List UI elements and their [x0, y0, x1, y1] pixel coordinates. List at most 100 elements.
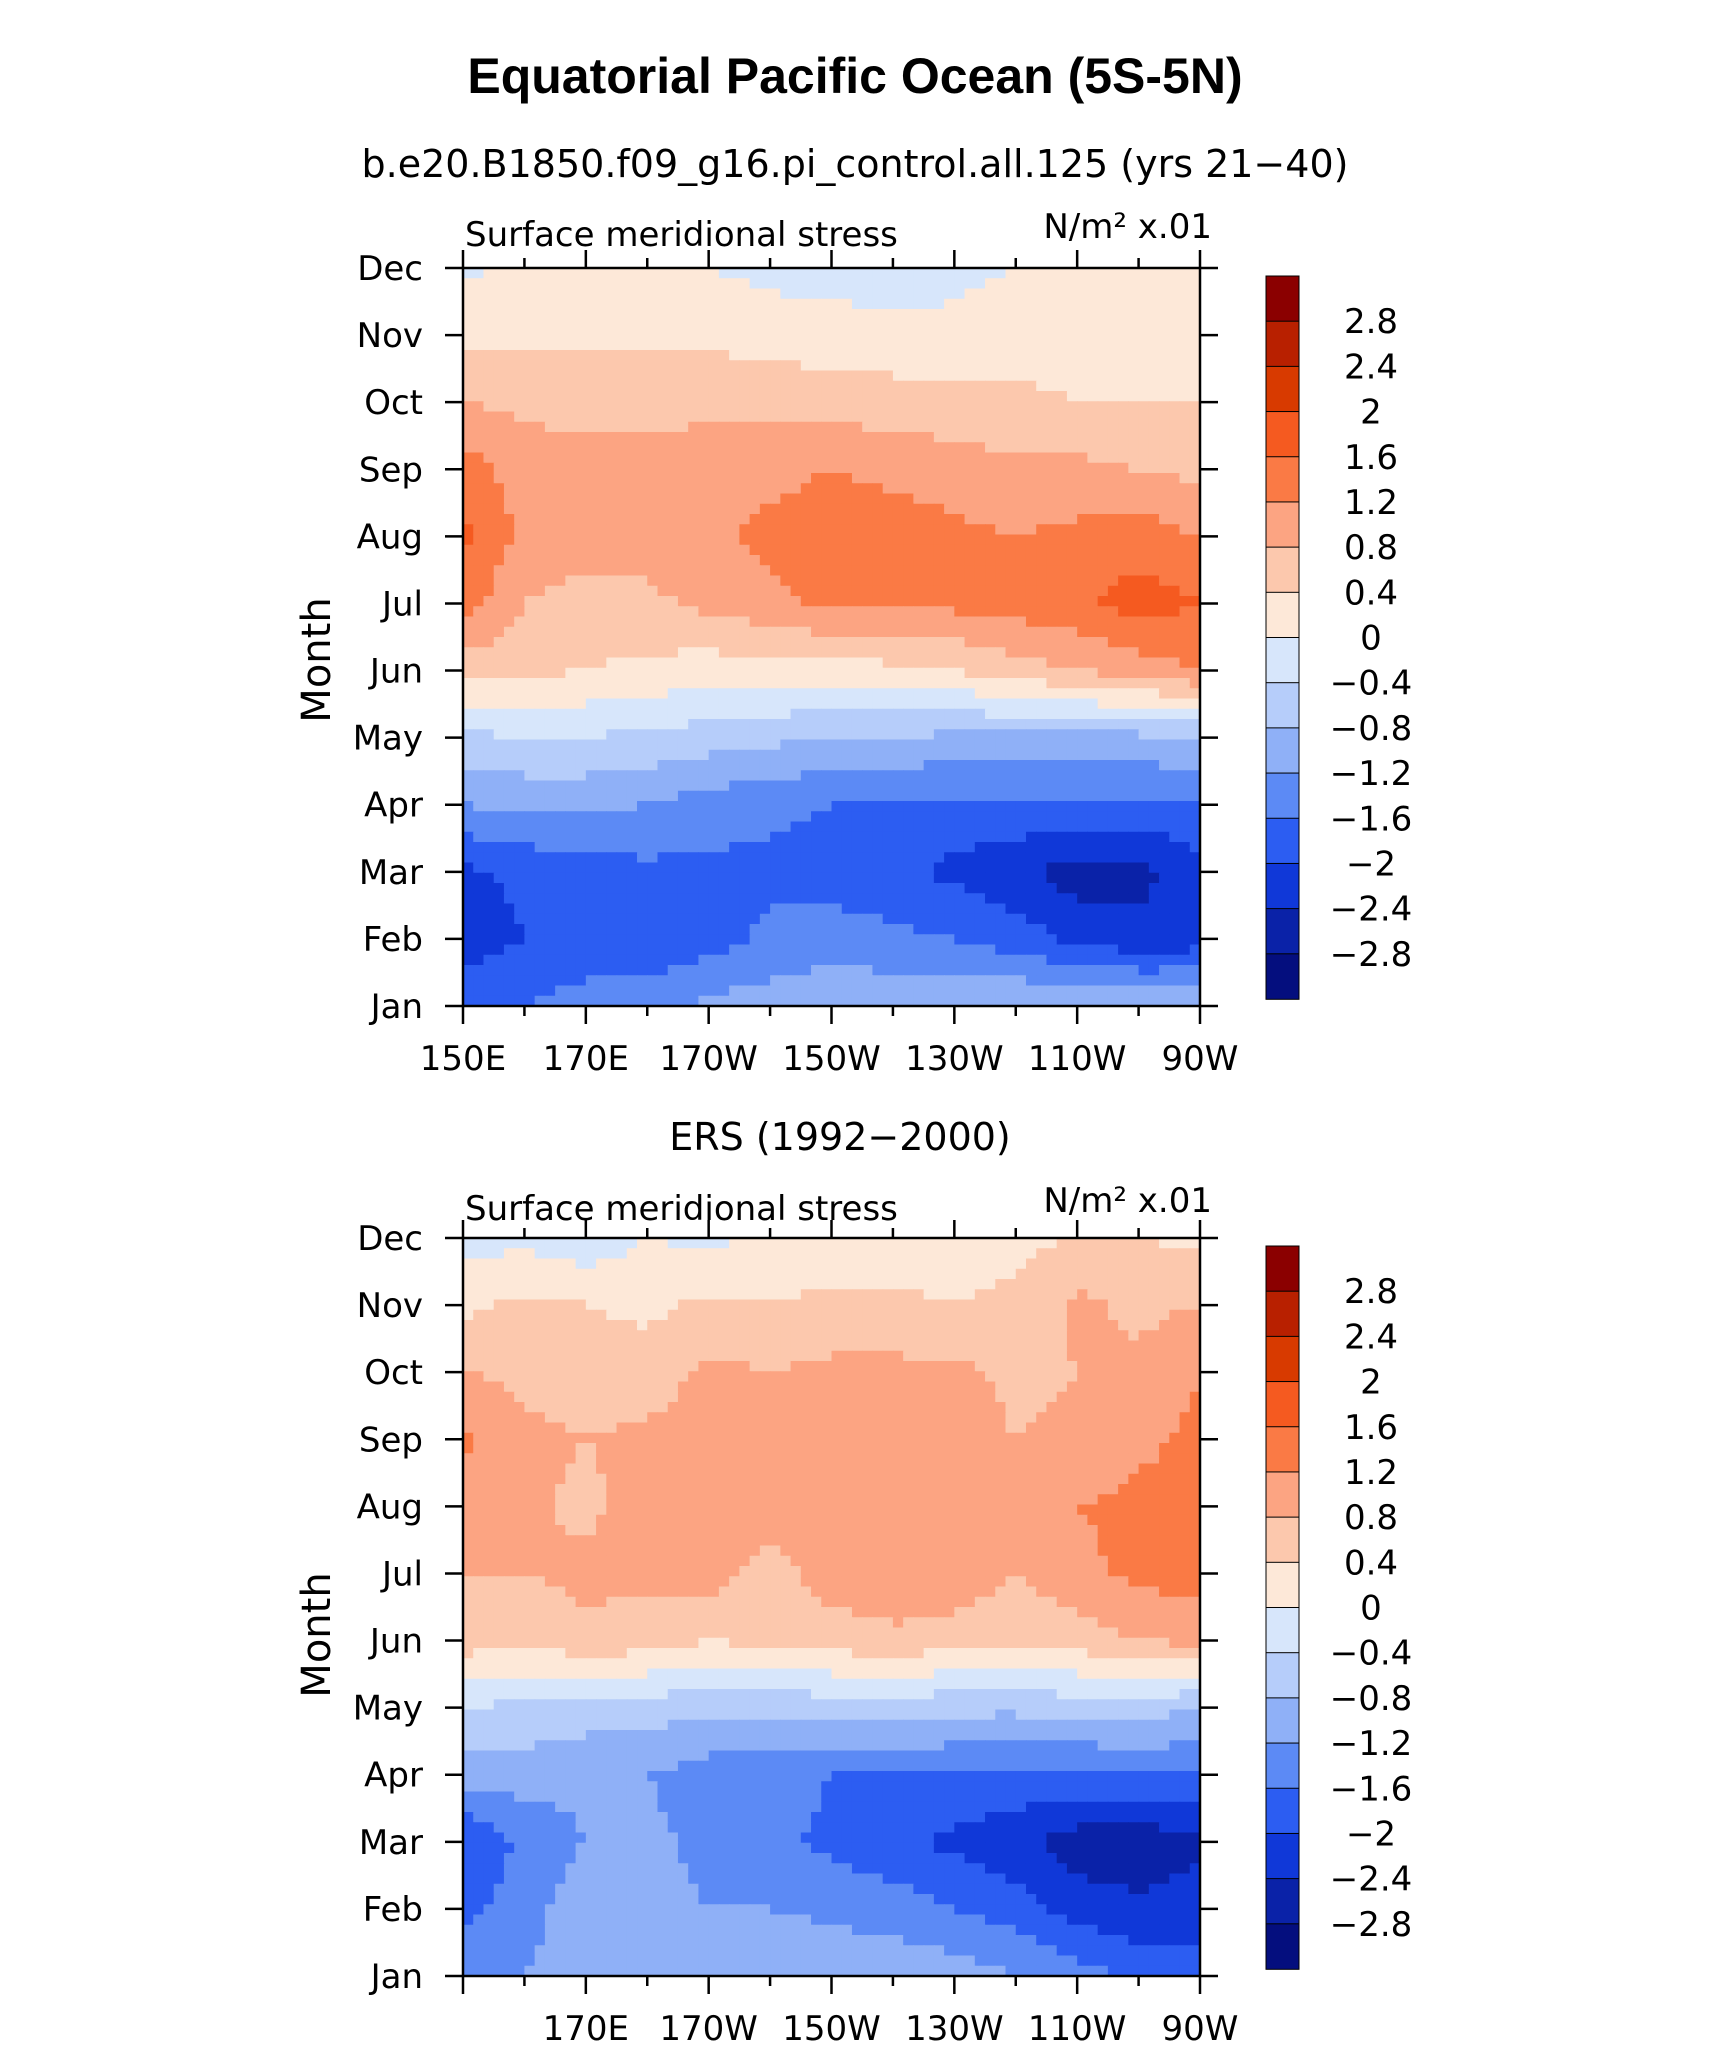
heatmap-cell [944, 657, 955, 669]
heatmap-cell [913, 852, 925, 864]
heatmap-cell [923, 411, 935, 423]
heatmap-cell [524, 708, 536, 720]
heatmap-cell [1046, 872, 1058, 884]
heatmap-cell [534, 903, 546, 915]
heatmap-cell [739, 544, 751, 556]
heatmap-cell [514, 647, 526, 659]
heatmap-cell [606, 555, 618, 566]
heatmap-cell [944, 534, 955, 546]
heatmap-cell [708, 524, 720, 536]
heatmap-cell [1189, 831, 1201, 843]
heatmap-cell [544, 719, 556, 730]
heatmap-cell [944, 954, 955, 966]
heatmap-cell [637, 493, 648, 505]
heatmap-cell [1087, 688, 1099, 700]
heatmap-cell [1087, 831, 1099, 843]
heatmap-cell [1138, 432, 1150, 443]
heatmap-cell [1138, 442, 1150, 454]
heatmap-cell [524, 883, 536, 894]
heatmap-cell [841, 288, 853, 300]
heatmap-cell [749, 288, 761, 300]
heatmap-cell [555, 432, 566, 443]
heatmap-cell [463, 524, 474, 536]
heatmap-cell [616, 370, 628, 382]
heatmap-cell [944, 309, 955, 320]
heatmap-cell [964, 298, 976, 310]
heatmap-cell [1025, 339, 1037, 351]
heatmap-cell [1025, 626, 1037, 638]
heatmap-cell [1148, 555, 1160, 566]
heatmap-cell [1066, 329, 1078, 341]
heatmap-cell [851, 739, 863, 751]
heatmap-cell [688, 729, 700, 741]
heatmap-cell [1036, 329, 1048, 341]
heatmap-cell [626, 801, 638, 812]
heatmap-cell [933, 380, 945, 392]
heatmap-cell [616, 944, 628, 956]
heatmap-cell [1097, 729, 1109, 741]
heatmap-cell [1148, 319, 1160, 331]
heatmap-cell [637, 555, 648, 566]
heatmap-cell [688, 391, 700, 402]
heatmap-cell [1128, 729, 1140, 741]
heatmap-cell [759, 585, 771, 597]
heatmap-cell [1138, 565, 1150, 577]
heatmap-cell [892, 565, 904, 577]
heatmap-cell [1005, 483, 1017, 495]
heatmap-cell [1179, 606, 1191, 618]
heatmap-cell [1159, 688, 1170, 700]
heatmap-cell [933, 483, 945, 495]
heatmap-cell [933, 503, 945, 515]
heatmap-cell [933, 350, 945, 361]
heatmap-cell [514, 698, 526, 710]
heatmap-cell [831, 883, 843, 894]
heatmap-cell [821, 534, 833, 546]
heatmap-cell [596, 350, 607, 361]
heatmap-cell [892, 667, 904, 679]
heatmap-cell [1107, 944, 1119, 956]
heatmap-cell [1077, 770, 1089, 782]
heatmap-cells [463, 268, 1201, 1007]
heatmap-cell [606, 616, 618, 628]
heatmap-cell [1005, 278, 1017, 290]
heatmap-cell [1107, 637, 1119, 648]
heatmap-cell [1066, 380, 1078, 392]
heatmap-cell [1148, 708, 1160, 720]
heatmap-cell [585, 298, 597, 310]
heatmap-cell [667, 657, 679, 669]
heatmap-cell [575, 749, 587, 761]
heatmap-cell [729, 329, 740, 341]
heatmap-cell [606, 790, 618, 802]
heatmap-cell [800, 432, 812, 443]
heatmap-cell [964, 780, 976, 792]
heatmap-cell [1148, 462, 1160, 474]
heatmap-cell [790, 278, 802, 290]
heatmap-cell [862, 319, 874, 331]
heatmap-cell [1097, 298, 1109, 310]
heatmap-cell [647, 647, 659, 659]
heatmap-cell [688, 893, 700, 905]
heatmap-cell [616, 514, 628, 525]
heatmap-cell [729, 370, 740, 382]
heatmap-cell [503, 462, 515, 474]
heatmap-cell [1128, 780, 1140, 792]
heatmap-cell [811, 667, 822, 679]
heatmap-cell [872, 729, 884, 741]
heatmap-cell [1179, 473, 1191, 484]
heatmap-cell [1118, 483, 1129, 495]
heatmap-cell [1087, 555, 1099, 566]
heatmap-cell [1159, 903, 1170, 915]
heatmap-cell [1097, 483, 1109, 495]
heatmap-cell [903, 647, 914, 659]
heatmap-cell [626, 339, 638, 351]
heatmap-cell [1159, 452, 1170, 464]
heatmap-cell [729, 678, 740, 689]
heatmap-cell [974, 913, 986, 925]
heatmap-cell [606, 309, 618, 320]
heatmap-cell [698, 432, 710, 443]
heatmap-cell [780, 555, 792, 566]
heatmap-cell [995, 678, 1007, 689]
heatmap-cell [882, 924, 894, 935]
heatmap-cell [1159, 821, 1170, 833]
heatmap-cell [1077, 575, 1089, 587]
